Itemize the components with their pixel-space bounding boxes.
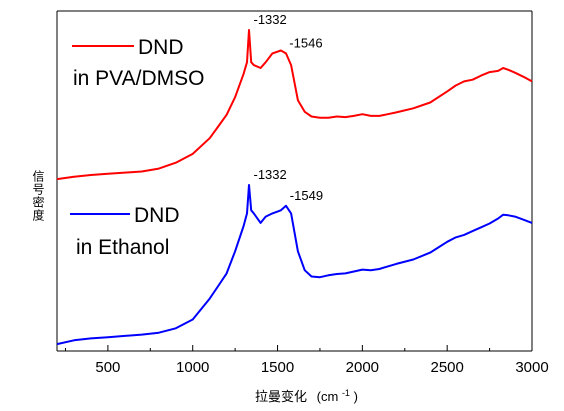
y-axis-label: 信号密度 [31, 170, 45, 222]
series-line-0 [56, 29, 533, 181]
legend-top: DND in PVA/DMSO [72, 36, 204, 90]
peak-label: -1332 [254, 167, 287, 182]
x-axis-label-unit: (cm [317, 389, 339, 404]
peak-annotations: -1332-1546-1332-1549 [254, 12, 324, 203]
x-tick-label: 1500 [261, 359, 294, 376]
x-axis-label-close: ) [354, 389, 358, 404]
peak-label: -1332 [254, 12, 287, 27]
plot-frame [56, 10, 533, 352]
series-layer [56, 29, 533, 346]
x-tick-label: 1000 [176, 359, 209, 376]
x-tick-label: 500 [95, 359, 120, 376]
legend-label-ethanol-line2: in Ethanol [76, 236, 169, 259]
x-axis-ticks: 500 1000 1500 2000 2500 3000 [64, 345, 549, 376]
x-tick-label: 2000 [346, 359, 379, 376]
x-axis-label-sup: -1 [342, 388, 350, 398]
peak-label: -1549 [290, 188, 323, 203]
x-axis-label: 拉曼变化 (cm -1 ) [255, 384, 358, 404]
legend-bottom: DND in Ethanol [70, 204, 180, 259]
legend-label-pva-line1: DND [138, 36, 184, 59]
series-line-1 [56, 184, 533, 346]
x-tick-label: 2500 [430, 359, 463, 376]
legend-label-pva-line2: in PVA/DMSO [73, 67, 204, 90]
x-axis-label-main: 拉曼变化 [255, 389, 307, 404]
x-tick-label: 3000 [515, 359, 548, 376]
peak-label: -1546 [289, 35, 322, 50]
legend-label-ethanol-line1: DND [134, 204, 180, 227]
